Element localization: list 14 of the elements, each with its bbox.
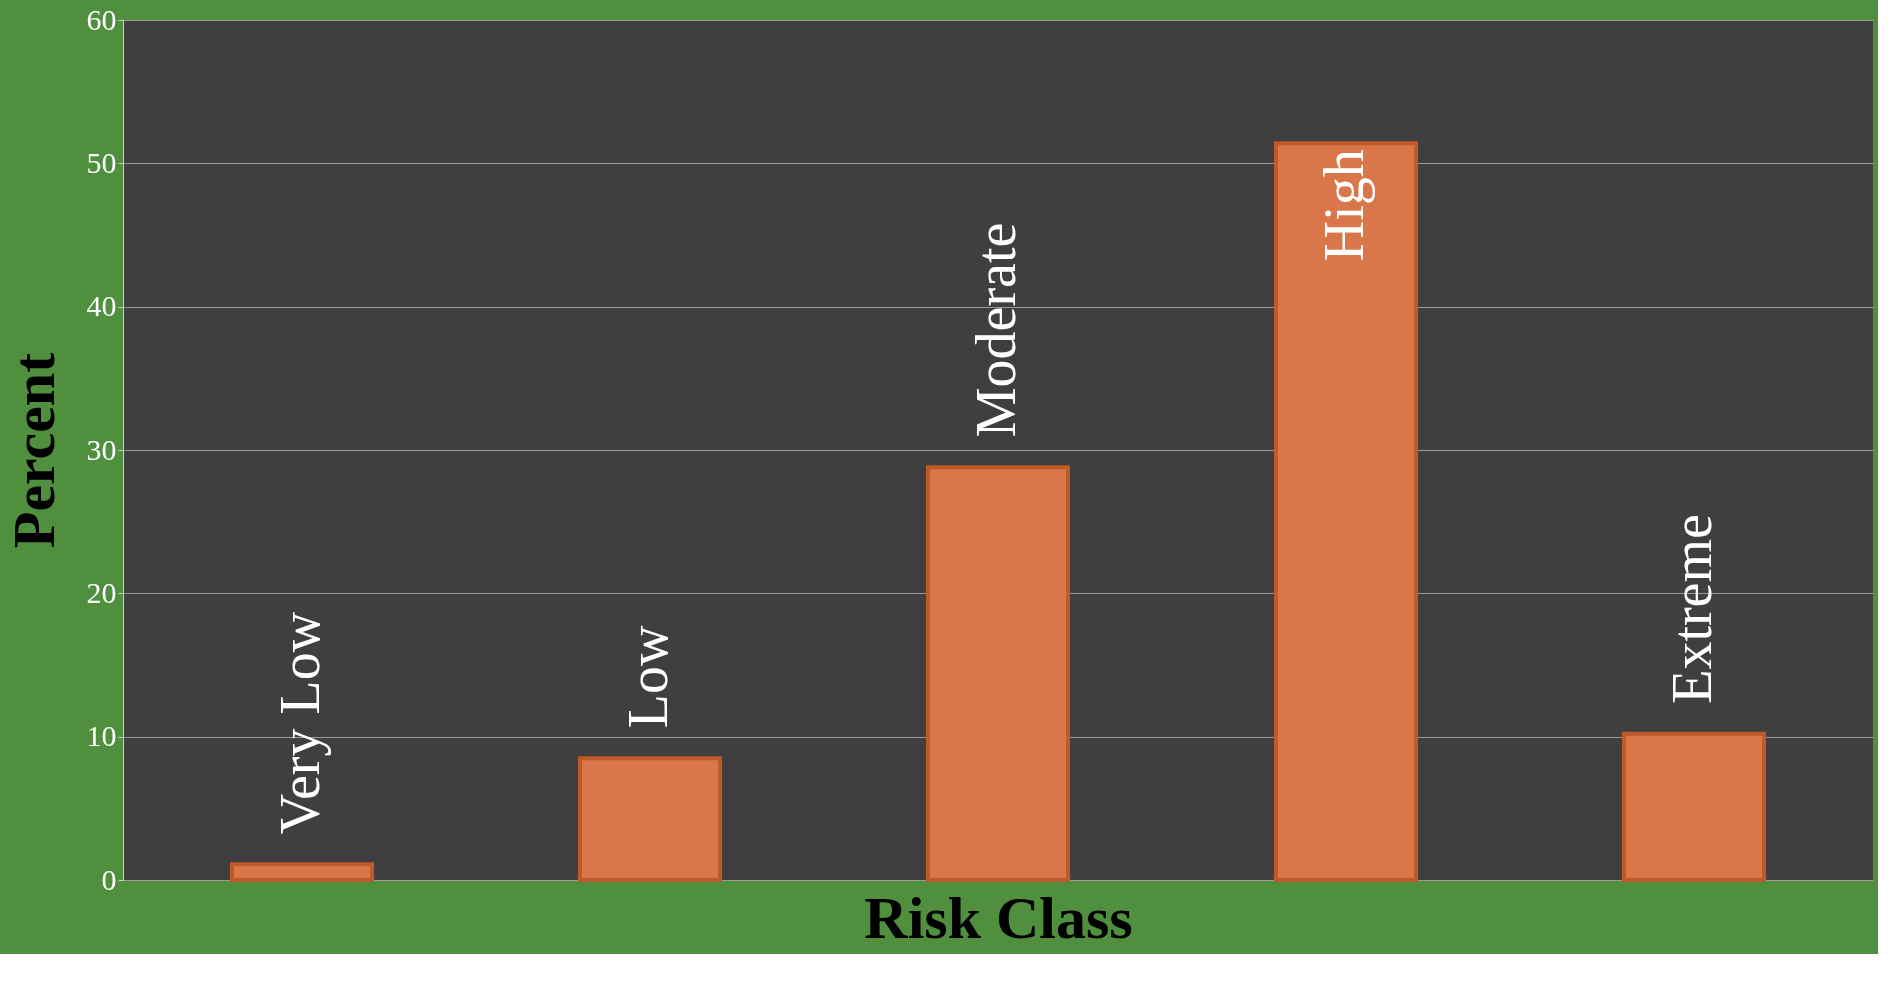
y-tick-label: 40 xyxy=(86,289,117,323)
x-axis-title: Risk Class xyxy=(864,884,1133,951)
y-tick-label: 10 xyxy=(86,719,117,753)
y-axis-title: Percent xyxy=(0,352,67,549)
y-tick-label: 30 xyxy=(86,432,117,466)
y-tick-label: 50 xyxy=(86,145,117,179)
x-tick-label: Low xyxy=(617,624,679,729)
y-tick-label: 0 xyxy=(101,862,117,896)
x-tick-label: Moderate xyxy=(965,222,1027,438)
y-tick-label: 60 xyxy=(86,2,117,36)
x-tick-label: Extreme xyxy=(1661,514,1723,704)
x-tick-label: Very Low xyxy=(269,611,331,835)
y-tick-label: 20 xyxy=(86,575,117,609)
x-tick-label: High xyxy=(1313,149,1375,262)
